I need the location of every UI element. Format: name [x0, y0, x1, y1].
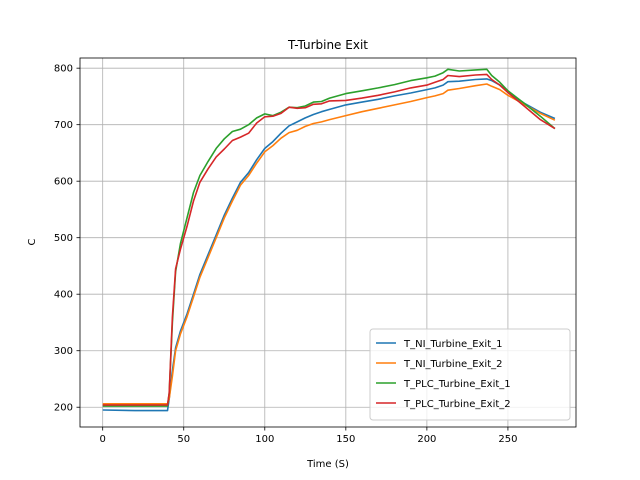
y-tick-label: 400: [54, 290, 73, 301]
legend-label-2: T_NI_Turbine_Exit_2: [403, 359, 503, 370]
x-tick-label: 250: [498, 434, 517, 445]
series-lines: [102, 68, 556, 412]
series-line-2: [102, 83, 556, 405]
y-axis-label: C: [27, 238, 38, 245]
y-tick-label: 600: [54, 177, 73, 188]
y-tick-label: 300: [54, 346, 73, 357]
y-tick-label: 200: [54, 403, 73, 414]
y-tick-label: 700: [54, 120, 73, 131]
x-tick-label: 0: [100, 434, 106, 445]
x-tick-label: 200: [417, 434, 436, 445]
series-line-1: [102, 78, 556, 412]
legend-box: [369, 328, 571, 421]
y-tick-label: 800: [54, 64, 73, 75]
grid: [80, 58, 576, 427]
chart-title: T-Turbine Exit: [287, 38, 368, 52]
x-axis-label: Time (S): [306, 459, 349, 470]
x-tick-label: 50: [177, 434, 190, 445]
x-tick-label: 150: [336, 434, 355, 445]
x-tick-label: 100: [255, 434, 274, 445]
y-tick-label: 500: [54, 233, 73, 244]
legend: T_NI_Turbine_Exit_1 T_NI_Turbine_Exit_2 T_…: [369, 328, 571, 421]
plot-frame: [79, 57, 577, 428]
series-line-4: [102, 73, 556, 406]
legend-label-4: T_PLC_Turbine_Exit_2: [403, 399, 511, 410]
legend-label-3: T_PLC_Turbine_Exit_1: [403, 379, 511, 390]
series-line-3: [102, 68, 556, 407]
ticks: 0 50 100 150 200 250 200 300 400 500 600 700 800: [54, 64, 518, 445]
legend-label-1: T_NI_Turbine_Exit_1: [403, 339, 503, 350]
